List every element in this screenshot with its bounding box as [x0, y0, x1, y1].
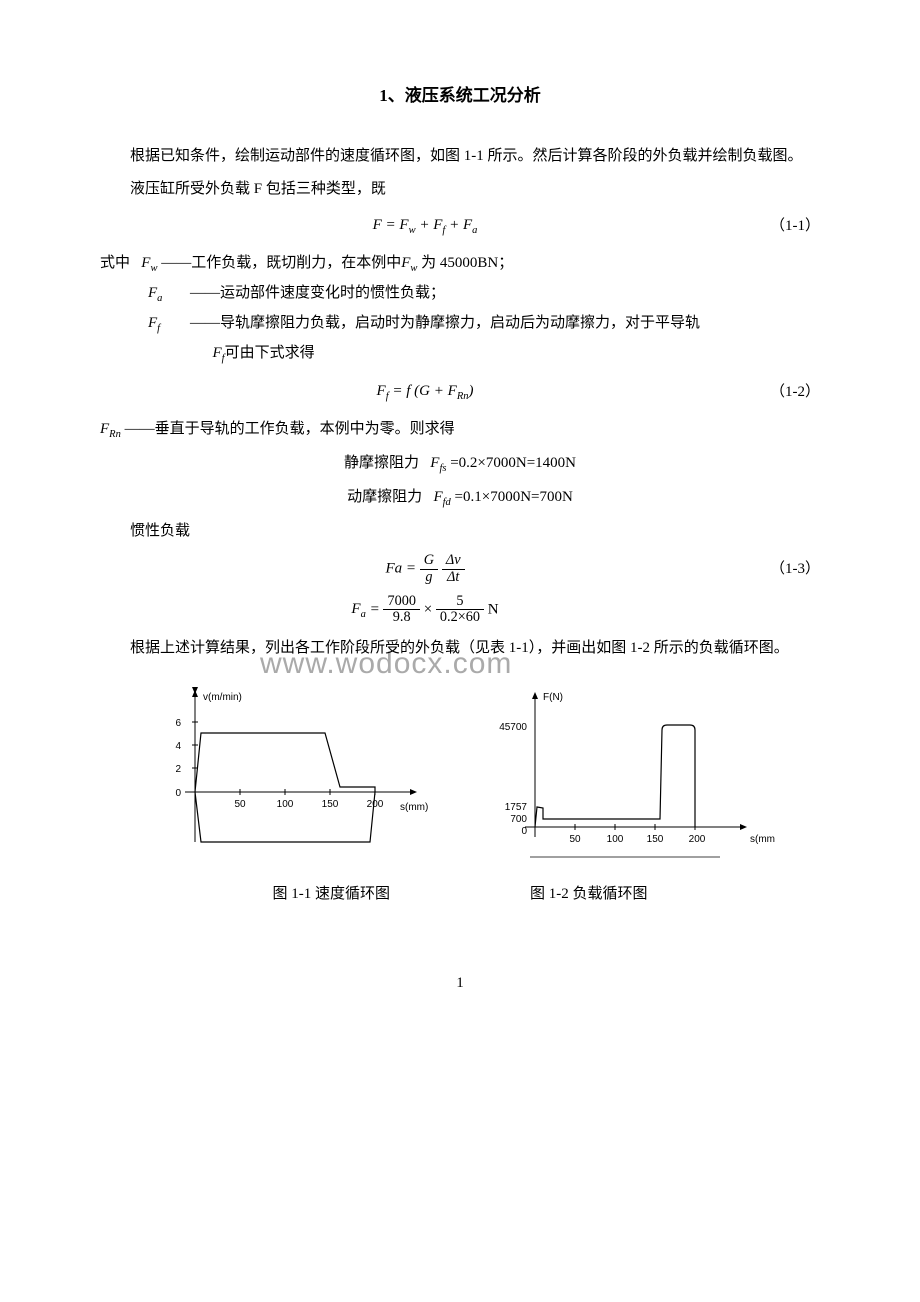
def-FRn: FRn ——垂直于导轨的工作负载，本例中为零。则求得	[100, 415, 820, 445]
svg-text:1757: 1757	[505, 802, 528, 813]
def-Fw-tail: 为 45000BN；	[417, 255, 513, 271]
def-Ff-cont: Ff 可由下式求得	[213, 339, 821, 369]
def-FRn-text: ——垂直于导轨的工作负载，本例中为零。则求得	[125, 421, 455, 437]
svg-text:6: 6	[175, 718, 181, 729]
equation-1-3b: Fa = 70009.8 × 50.2×60 N	[100, 594, 820, 626]
paragraph-intro: 根据已知条件，绘制运动部件的速度循环图，如图 1-1 所示。然后计算各阶段的外负…	[100, 142, 820, 171]
def-Ff-text: ——导轨摩擦阻力负载，启动时为静摩擦力，启动后为动摩擦力，对于平导轨	[190, 309, 820, 339]
svg-text:F(N): F(N)	[543, 692, 563, 703]
inertia-label: 惯性负载	[100, 517, 820, 546]
caption-chart1: 图 1-1 速度循环图	[273, 880, 391, 909]
eq-number: （1-2）	[750, 378, 820, 407]
equation-1-1: F = Fw + Ff + Fa （1-1）	[100, 211, 820, 241]
paragraph-load-types: 液压缸所受外负载 F 包括三种类型，既	[100, 175, 820, 204]
svg-text:100: 100	[607, 834, 624, 845]
def-Ff-cont-text: 可由下式求得	[225, 339, 315, 369]
paragraph-results: 根据上述计算结果，列出各工作阶段所受的外负载（见表 1-1），并画出如图 1-2…	[100, 634, 820, 663]
svg-text:150: 150	[647, 834, 664, 845]
svg-text:100: 100	[277, 799, 294, 810]
def-Fw-text: ——工作负载，既切削力，在本例中	[161, 255, 401, 271]
chart-velocity-cycle: v(m/min) s(mm) 6 4 2 0 50 100 150 200	[145, 682, 435, 872]
equation-1-3: Fa = Gg ΔvΔt （1-3）	[100, 553, 820, 585]
chart-load-cycle: F(N) s(mm) 45700 1757 700 0 50 100 150 2…	[465, 682, 775, 872]
eq-number: （1-1）	[750, 212, 820, 241]
svg-text:700: 700	[510, 814, 527, 825]
equation-1-2: Ff = f (G + FRn) （1-2）	[100, 377, 820, 407]
page-number: 1	[100, 969, 820, 998]
svg-text:150: 150	[322, 799, 339, 810]
svg-text:s(mm): s(mm)	[400, 802, 428, 813]
caption-chart2: 图 1-2 负载循环图	[530, 880, 648, 909]
definition-block: 式中 Fw ——工作负载，既切削力，在本例中Fw 为 45000BN；	[100, 249, 820, 279]
charts-container: v(m/min) s(mm) 6 4 2 0 50 100 150 200	[100, 682, 820, 872]
svg-text:200: 200	[689, 834, 706, 845]
def-Fa-text: ——运动部件速度变化时的惯性负载；	[190, 279, 820, 309]
svg-text:v(m/min): v(m/min)	[203, 692, 242, 703]
eq-number: （1-3）	[750, 555, 820, 584]
svg-text:s(mm): s(mm)	[750, 834, 775, 845]
svg-text:200: 200	[367, 799, 384, 810]
svg-text:45700: 45700	[499, 722, 527, 733]
static-friction-line: 静摩擦阻力 Ffs =0.2×7000N=1400N	[100, 449, 820, 479]
svg-text:2: 2	[175, 764, 181, 775]
svg-text:50: 50	[234, 799, 246, 810]
chart-captions: 图 1-1 速度循环图 图 1-2 负载循环图	[100, 880, 820, 909]
def-Ff: Ff ——导轨摩擦阻力负载，启动时为静摩擦力，启动后为动摩擦力，对于平导轨	[148, 309, 820, 339]
def-Fa: Fa ——运动部件速度变化时的惯性负载；	[148, 279, 820, 309]
svg-text:0: 0	[175, 788, 181, 799]
svg-text:0: 0	[521, 826, 527, 837]
page-title: 1、液压系统工况分析	[100, 80, 820, 112]
svg-text:50: 50	[569, 834, 581, 845]
dynamic-friction-line: 动摩擦阻力 Ffd =0.1×7000N=700N	[100, 483, 820, 513]
svg-text:4: 4	[175, 741, 181, 752]
defs-lead: 式中	[100, 255, 130, 271]
